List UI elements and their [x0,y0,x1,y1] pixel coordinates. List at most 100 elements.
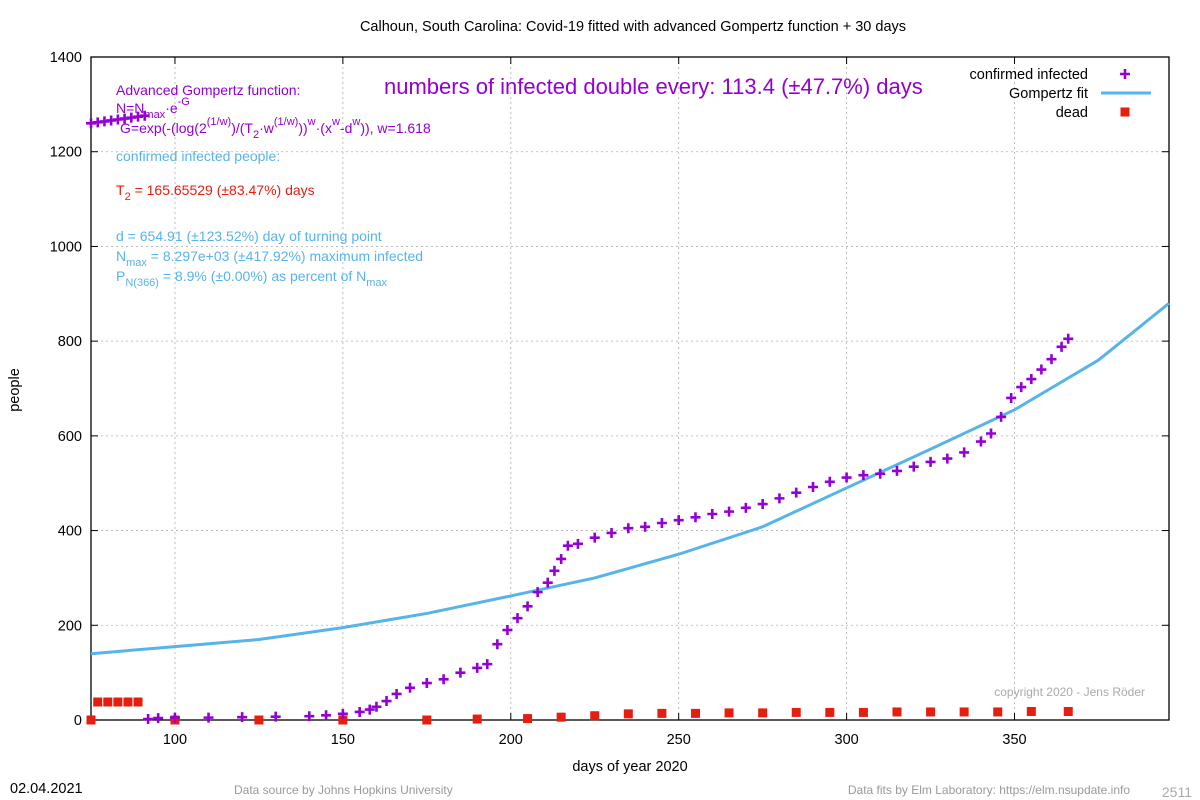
data-point-dead [1063,706,1073,716]
data-point-infected [1016,382,1027,393]
data-point-infected [891,465,902,476]
y-tick-label: 1000 [50,239,82,255]
data-point-infected [472,662,483,673]
data-point-dead [892,707,902,717]
data-point-infected [640,521,651,532]
footer-source: Data source by Johns Hopkins University [234,783,453,797]
data-point-infected [808,482,819,493]
data-point-infected [774,493,785,504]
data-point-dead [422,715,432,725]
data-point-dead [791,707,801,717]
confirmed-label: confirmed infected people: [116,148,280,164]
data-point-infected [942,453,953,464]
data-point-dead [1120,107,1130,117]
x-tick-label: 300 [835,732,859,748]
chart-title: Calhoun, South Carolina: Covid-19 fitted… [360,19,906,35]
y-tick-label: 800 [58,334,82,350]
data-point-infected [512,613,523,624]
x-tick-label: 200 [499,732,523,748]
plot-frame [90,56,1170,721]
data-point-infected [153,713,164,724]
data-point-dead [1026,706,1036,716]
data-point-infected [1120,69,1130,79]
doubling-annotation: numbers of infected double every: 113.4 … [384,74,923,99]
data-point-infected [1046,354,1057,365]
percent-annotation: PN(366) = 8.9% (±0.00%) as percent of Nm… [116,268,388,289]
data-point-infected [364,704,375,715]
data-point-dead [103,697,113,707]
data-point-dead [93,697,103,707]
data-point-infected [1056,341,1067,352]
data-point-infected [522,601,533,612]
data-point-infected [438,674,449,685]
data-point-infected [975,436,986,447]
data-point-infected [381,696,392,707]
data-point-dead [825,707,835,717]
data-point-dead [338,715,348,725]
data-point-dead [858,707,868,717]
data-point-infected [354,706,365,717]
gompertz-fit-line [90,302,1170,656]
data-point-infected [841,472,852,483]
data-point-infected [169,712,180,723]
formula-g: G=exp(-(log(2(1/w))/(T2·w(1/w)))w·(xw-dw… [120,116,431,141]
data-point-infected [572,538,583,549]
data-point-dead [758,708,768,718]
y-tick-label: 1200 [50,145,82,161]
data-point-infected [656,517,667,528]
nmax-annotation: Nmax = 8.297e+03 (±417.92%) maximum infe… [116,248,423,269]
data-point-dead [86,715,96,725]
x-axis-label: days of year 2020 [572,759,687,775]
data-point-infected [542,577,553,588]
data-point-infected [1006,392,1017,403]
legend-label-confirmed-infected: confirmed infected [970,67,1088,83]
data-point-infected [562,540,573,551]
data-point-infected [203,712,214,723]
data-point-infected [556,553,567,564]
y-axis-label: people [7,368,23,412]
data-point-infected [606,527,617,538]
data-point-infected [139,110,150,121]
x-tick-label: 100 [163,732,187,748]
data-point-infected [908,461,919,472]
footer-date: 02.04.2021 [10,781,83,797]
legend-marker-confirmed-infected [1120,69,1130,79]
data-point-infected [482,659,493,670]
data-point-infected [405,682,416,693]
data-point-infected [1026,374,1037,385]
data-point-infected [757,499,768,510]
data-point-infected [270,711,281,722]
data-point-infected [371,701,382,712]
data-point-infected [391,688,402,699]
series-confirmed-infected [86,110,1074,725]
data-point-dead [926,707,936,717]
data-point-infected [532,587,543,598]
data-point-dead [993,707,1003,717]
data-point-infected [589,532,600,543]
data-point-infected [304,711,315,722]
copyright: copyright 2020 - Jens Röder [994,685,1145,699]
series-gompertz-fit [90,302,1170,656]
data-point-dead [523,714,533,724]
data-point-dead [724,708,734,718]
data-point-dead [690,708,700,718]
data-point-infected [143,714,154,725]
data-point-infected [925,456,936,467]
data-point-infected [707,508,718,519]
legend-marker-dead [1120,107,1130,117]
data-point-infected [673,515,684,526]
y-tick-label: 1400 [50,50,82,66]
y-tick-label: 600 [58,429,82,445]
turning-point-annotation: d = 654.91 (±123.52%) day of turning poi… [116,228,382,244]
data-point-infected [455,667,466,678]
data-point-dead [959,707,969,717]
data-point-infected [1036,364,1047,375]
legend: confirmed infected Gompertz fit dead [970,67,1151,121]
formula-title: Advanced Gompertz function: [116,82,300,98]
data-point-infected [421,678,432,689]
data-point-infected [996,411,1007,422]
x-tick-label: 250 [667,732,691,748]
data-point-infected [740,502,751,513]
data-point-dead [133,697,143,707]
